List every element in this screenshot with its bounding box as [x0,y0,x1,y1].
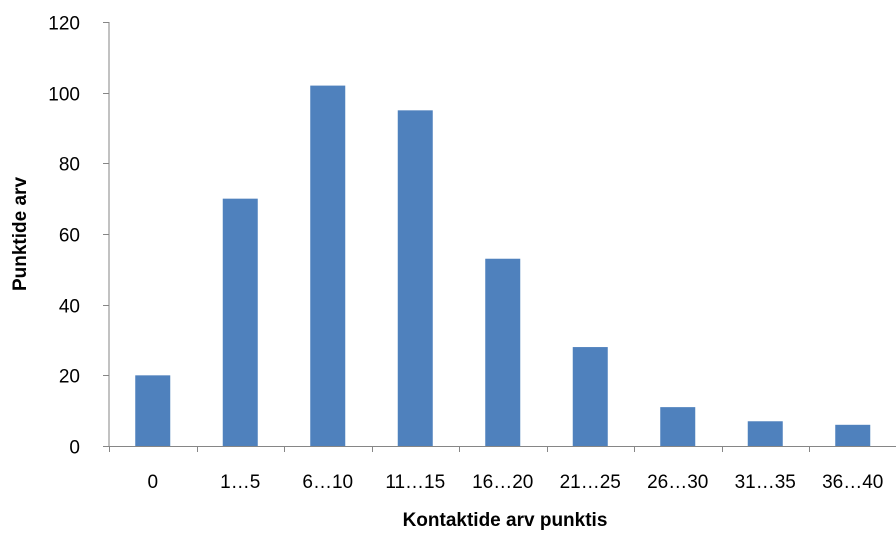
x-tick-label: 11…15 [385,472,445,493]
bar [660,407,696,446]
bar [485,258,521,446]
x-tick-label: 26…30 [647,472,708,493]
y-tick-label: 120 [48,14,80,35]
y-tick-label: 80 [59,155,80,176]
bar [135,375,171,446]
bar [222,198,258,446]
y-tick-label: 20 [59,367,80,388]
y-tick-label: 0 [69,438,80,459]
bar [572,347,608,446]
bar [835,424,871,446]
x-tick-label: 36…40 [822,472,883,493]
y-axis: 0 20 40 60 80 100 120 [48,14,110,459]
x-tick-label: 1…5 [220,472,260,493]
y-axis-title: Punktide arv [10,177,31,291]
y-tick-label: 60 [59,226,80,247]
y-tick-label: 100 [48,85,80,106]
x-tick-label: 6…10 [302,472,353,493]
x-tick-label: 0 [147,472,158,493]
x-axis-title: Kontaktide arv punktis [403,510,608,531]
x-axis: 0 1…5 6…10 11…15 16…20 21…25 26…30 31…35 36…40 [109,446,896,493]
x-tick-label: 21…25 [560,472,621,493]
bar [397,110,433,446]
x-tick-label: 31…35 [735,472,796,493]
y-tick-label: 40 [59,297,80,318]
x-tick-label: 16…20 [472,472,533,493]
bar [747,421,783,446]
bars [135,85,871,446]
bar [310,85,346,446]
